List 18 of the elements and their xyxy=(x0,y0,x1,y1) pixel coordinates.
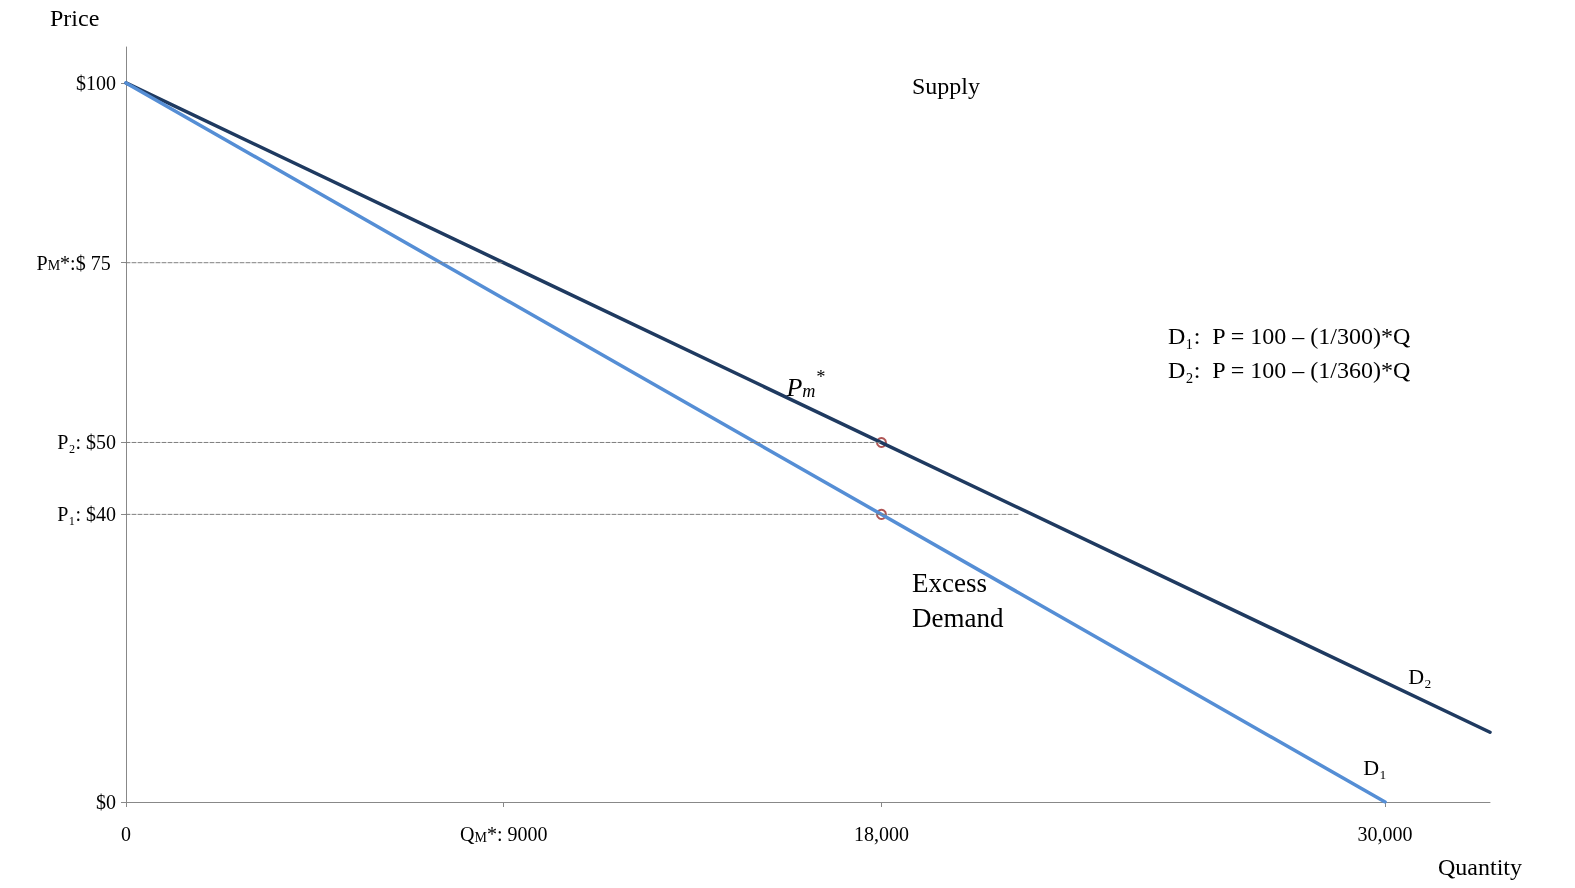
x-axis-title: Quantity xyxy=(1438,854,1522,880)
series-label: D₁ xyxy=(1363,755,1387,781)
x-tick-label: 18,000 xyxy=(853,823,909,845)
annotation: Pm* xyxy=(785,367,826,402)
y-tick-label: P₂: $50 xyxy=(57,431,116,454)
x-tick-label: 30,000 xyxy=(1357,823,1413,845)
annotation: D₁: P = 100 – (1/300)*Q xyxy=(1168,322,1411,349)
x-tick-label: 0 xyxy=(121,823,131,845)
series-label: D₂ xyxy=(1408,663,1432,689)
annotation: Supply xyxy=(912,72,981,99)
y-tick-label: P₁: $40 xyxy=(57,503,116,526)
y-tick-label: $100 xyxy=(76,71,116,94)
y-axis-title: Price xyxy=(50,5,100,31)
annotation: D₂: P = 100 – (1/360)*Q xyxy=(1168,356,1411,383)
y-tick-label: PM*:$ 75 xyxy=(36,251,111,274)
x-tick-label: QM*: 9000 xyxy=(459,823,548,845)
annotation: Excess Demand xyxy=(912,567,1004,633)
y-tick-label: $0 xyxy=(96,791,116,813)
